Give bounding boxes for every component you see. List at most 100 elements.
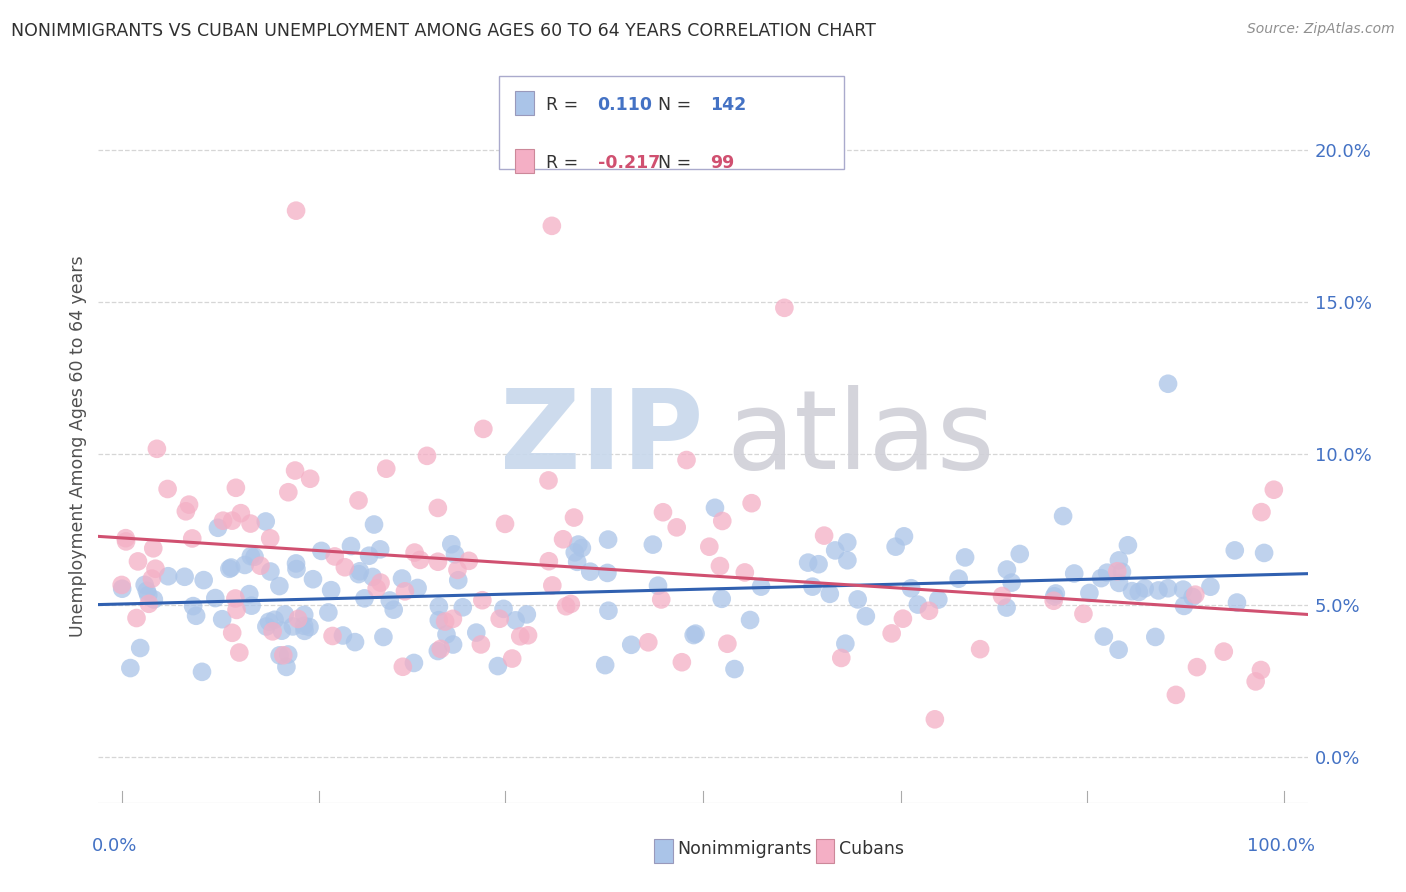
Point <box>353 591 375 606</box>
Text: Source: ZipAtlas.com: Source: ZipAtlas.com <box>1247 22 1395 37</box>
Point <box>813 528 835 542</box>
Point <box>837 535 859 549</box>
Point <box>741 496 763 510</box>
Point <box>884 540 907 554</box>
Point <box>596 566 619 580</box>
Point <box>734 566 756 580</box>
Point <box>193 573 215 587</box>
Point <box>900 581 922 595</box>
Text: 0.110: 0.110 <box>598 96 652 114</box>
Point <box>359 549 381 563</box>
Point <box>259 565 281 579</box>
Point <box>1173 599 1195 613</box>
Point <box>830 651 852 665</box>
Point <box>723 662 745 676</box>
Point <box>402 656 425 670</box>
Point <box>711 514 734 528</box>
Point <box>321 583 343 598</box>
Point <box>323 549 346 564</box>
Text: Cubans: Cubans <box>839 840 904 858</box>
Point <box>738 613 761 627</box>
Point <box>221 514 243 528</box>
Point <box>953 550 976 565</box>
Point <box>1157 581 1180 595</box>
Point <box>457 554 479 568</box>
Point <box>620 638 643 652</box>
Point <box>298 620 321 634</box>
Point <box>427 599 450 614</box>
Point <box>1092 630 1115 644</box>
Point <box>579 565 602 579</box>
Point <box>1199 580 1222 594</box>
Point <box>394 584 416 599</box>
Point <box>650 592 672 607</box>
Point <box>114 531 136 545</box>
Point <box>1063 566 1085 581</box>
Point <box>429 641 451 656</box>
Point <box>219 560 242 574</box>
Point <box>541 578 564 592</box>
Point <box>451 600 474 615</box>
Text: atlas: atlas <box>727 385 995 491</box>
Y-axis label: Unemployment Among Ages 60 to 64 years: Unemployment Among Ages 60 to 64 years <box>69 255 87 637</box>
Point <box>671 655 693 669</box>
Point <box>749 580 772 594</box>
Text: -0.217: -0.217 <box>598 154 659 172</box>
Point <box>302 572 325 586</box>
Point <box>111 578 134 592</box>
Text: NONIMMIGRANTS VS CUBAN UNEMPLOYMENT AMONG AGES 60 TO 64 YEARS CORRELATION CHART: NONIMMIGRANTS VS CUBAN UNEMPLOYMENT AMON… <box>11 22 876 40</box>
Point <box>120 661 142 675</box>
Point <box>254 619 277 633</box>
Point <box>284 464 307 478</box>
Point <box>969 642 991 657</box>
Point <box>138 597 160 611</box>
Point <box>652 505 675 519</box>
Point <box>1223 543 1246 558</box>
Point <box>1171 582 1194 597</box>
Point <box>1043 589 1066 603</box>
Point <box>1090 571 1112 585</box>
Point <box>181 532 204 546</box>
Text: N =: N = <box>658 154 692 172</box>
Point <box>191 665 214 679</box>
Point <box>1263 483 1285 497</box>
Point <box>995 562 1018 576</box>
Point <box>1181 590 1204 604</box>
Text: R =: R = <box>546 96 578 114</box>
Point <box>391 572 413 586</box>
Point <box>567 537 589 551</box>
Point <box>1147 583 1170 598</box>
Point <box>177 498 200 512</box>
Point <box>292 619 315 633</box>
Point <box>427 613 450 627</box>
Point <box>382 602 405 616</box>
Point <box>647 579 669 593</box>
Point <box>366 582 388 596</box>
Point <box>212 514 235 528</box>
Point <box>273 648 295 663</box>
Point <box>270 624 292 638</box>
Point <box>551 533 574 547</box>
Point <box>174 504 197 518</box>
Point <box>1184 588 1206 602</box>
Point <box>292 607 315 622</box>
Point <box>218 562 240 576</box>
Point <box>834 637 856 651</box>
Point <box>332 628 354 642</box>
Point <box>596 533 619 547</box>
Point <box>1253 546 1275 560</box>
Point <box>837 553 859 567</box>
Point <box>416 449 439 463</box>
Point <box>571 541 593 555</box>
Point <box>704 500 727 515</box>
Point <box>224 591 246 606</box>
Point <box>318 606 340 620</box>
Text: 100.0%: 100.0% <box>1247 837 1315 855</box>
Point <box>1008 547 1031 561</box>
Point <box>277 485 299 500</box>
Point <box>239 549 262 564</box>
Point <box>991 589 1014 603</box>
Point <box>157 569 180 583</box>
Point <box>716 637 738 651</box>
Point <box>709 559 731 574</box>
